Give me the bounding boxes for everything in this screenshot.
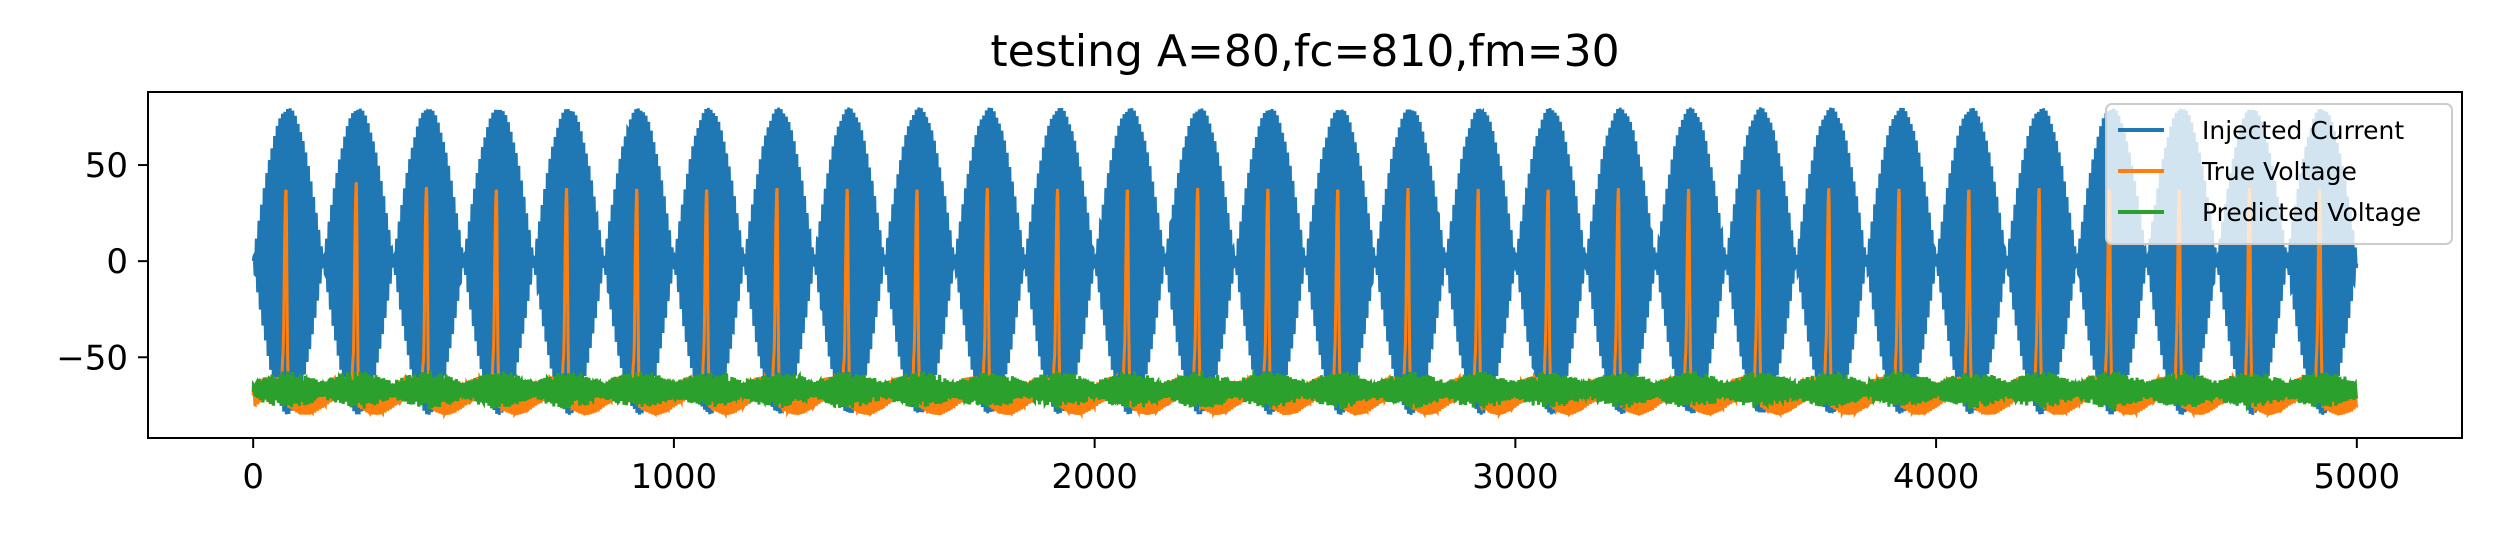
legend-label: Injected Current xyxy=(2202,116,2404,145)
x-tick-label: 4000 xyxy=(1893,457,1980,497)
y-tick-label: −50 xyxy=(56,338,128,378)
x-tick-label: 3000 xyxy=(1472,457,1559,497)
x-tick-label: 2000 xyxy=(1051,457,1138,497)
legend-label: True Voltage xyxy=(2201,157,2357,186)
x-tick-label: 1000 xyxy=(631,457,718,497)
ticks-layer: 0 1000 2000 3000 4000 5000 −50 0 50 xyxy=(56,146,2400,497)
y-tick-label: 0 xyxy=(106,242,128,282)
legend-box xyxy=(2105,103,2453,245)
x-tick-label: 5000 xyxy=(2314,457,2401,497)
series-predicted-voltage xyxy=(251,368,2359,413)
chart-title: testing A=80,fc=810,fm=30 xyxy=(990,26,1619,77)
legend: Injected Current True Voltage Predicted Vo… xyxy=(2105,103,2453,245)
legend-label: Predicted Voltage xyxy=(2202,198,2421,227)
series-layer xyxy=(251,107,2359,420)
x-tick-label: 0 xyxy=(242,457,264,497)
series-injected-current xyxy=(251,107,2359,415)
y-tick-label: 50 xyxy=(85,146,128,186)
axes-frame xyxy=(147,91,2463,439)
